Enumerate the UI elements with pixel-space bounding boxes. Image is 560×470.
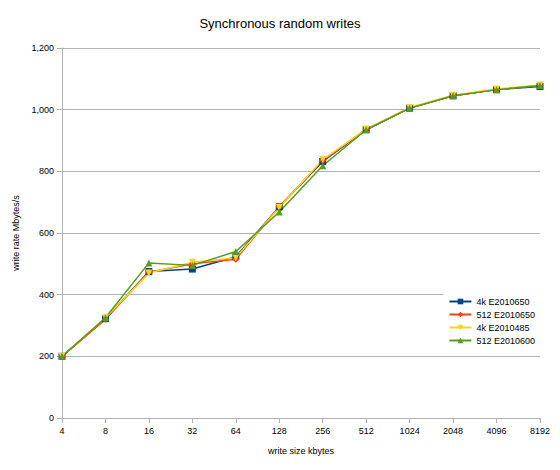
svg-text:1,000: 1,000	[31, 105, 54, 115]
svg-text:600: 600	[39, 228, 54, 238]
svg-text:4k E2010650: 4k E2010650	[476, 297, 529, 307]
svg-text:4: 4	[59, 426, 64, 436]
svg-text:1,200: 1,200	[31, 43, 54, 53]
svg-text:write rate Mbytes/s: write rate Mbytes/s	[11, 195, 21, 272]
svg-text:32: 32	[187, 426, 197, 436]
svg-text:128: 128	[272, 426, 287, 436]
svg-text:2048: 2048	[443, 426, 463, 436]
svg-text:64: 64	[231, 426, 241, 436]
svg-text:16: 16	[144, 426, 154, 436]
svg-text:4096: 4096	[487, 426, 507, 436]
svg-text:512 E2010650: 512 E2010650	[476, 310, 535, 320]
svg-text:256: 256	[315, 426, 330, 436]
svg-text:write size kbytes: write size kbytes	[267, 446, 335, 456]
svg-text:4k E2010485: 4k E2010485	[476, 323, 529, 333]
svg-text:800: 800	[39, 166, 54, 176]
svg-text:512 E2010600: 512 E2010600	[476, 336, 535, 346]
svg-text:400: 400	[39, 290, 54, 300]
svg-text:8: 8	[103, 426, 108, 436]
svg-text:0: 0	[49, 413, 54, 423]
svg-text:8192: 8192	[530, 426, 550, 436]
svg-text:200: 200	[39, 351, 54, 361]
svg-text:Synchronous random writes: Synchronous random writes	[199, 16, 361, 31]
svg-text:1024: 1024	[400, 426, 420, 436]
svg-text:512: 512	[359, 426, 374, 436]
